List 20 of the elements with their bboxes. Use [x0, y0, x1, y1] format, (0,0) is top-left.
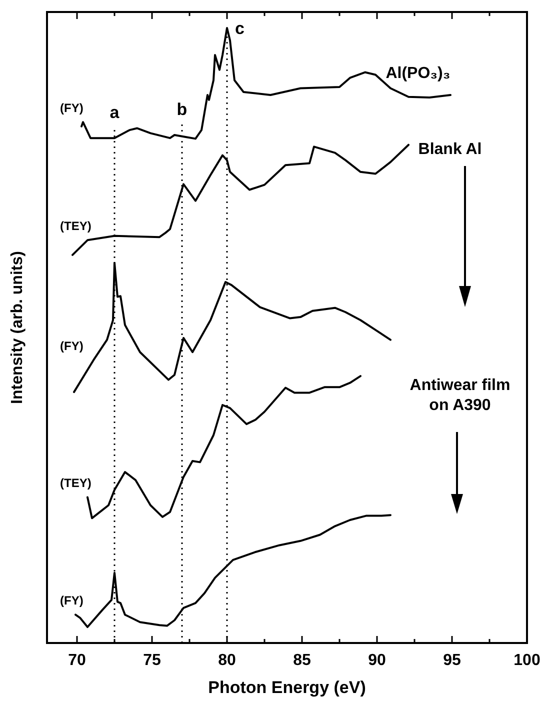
y-axis-title: Intensity (arb. units)	[9, 251, 26, 404]
series-label: (TEY)	[60, 476, 92, 490]
x-tick-label: 80	[218, 652, 236, 669]
ref-line-label: b	[176, 100, 188, 120]
x-tick-label: 95	[443, 652, 461, 669]
annotation: Blank Al	[418, 141, 482, 158]
series-label: (FY)	[60, 594, 84, 608]
ref-line-label: a	[110, 103, 120, 122]
x-tick-label: 75	[143, 652, 161, 669]
series-label: (FY)	[60, 101, 84, 116]
x-tick-label: 70	[68, 652, 86, 669]
x-tick-label: 100	[514, 652, 540, 669]
series-label: (TEY)	[60, 219, 92, 234]
ref-line-label: c	[235, 19, 244, 38]
annotation: Antiwear film on A390	[410, 377, 510, 414]
series-label: (FY)	[60, 339, 84, 354]
annotation: Al(PO₃)₃	[386, 65, 450, 82]
x-axis-title: Photon Energy (eV)	[208, 678, 366, 697]
x-tick-label: 85	[293, 652, 311, 669]
x-tick-label: 90	[368, 652, 386, 669]
